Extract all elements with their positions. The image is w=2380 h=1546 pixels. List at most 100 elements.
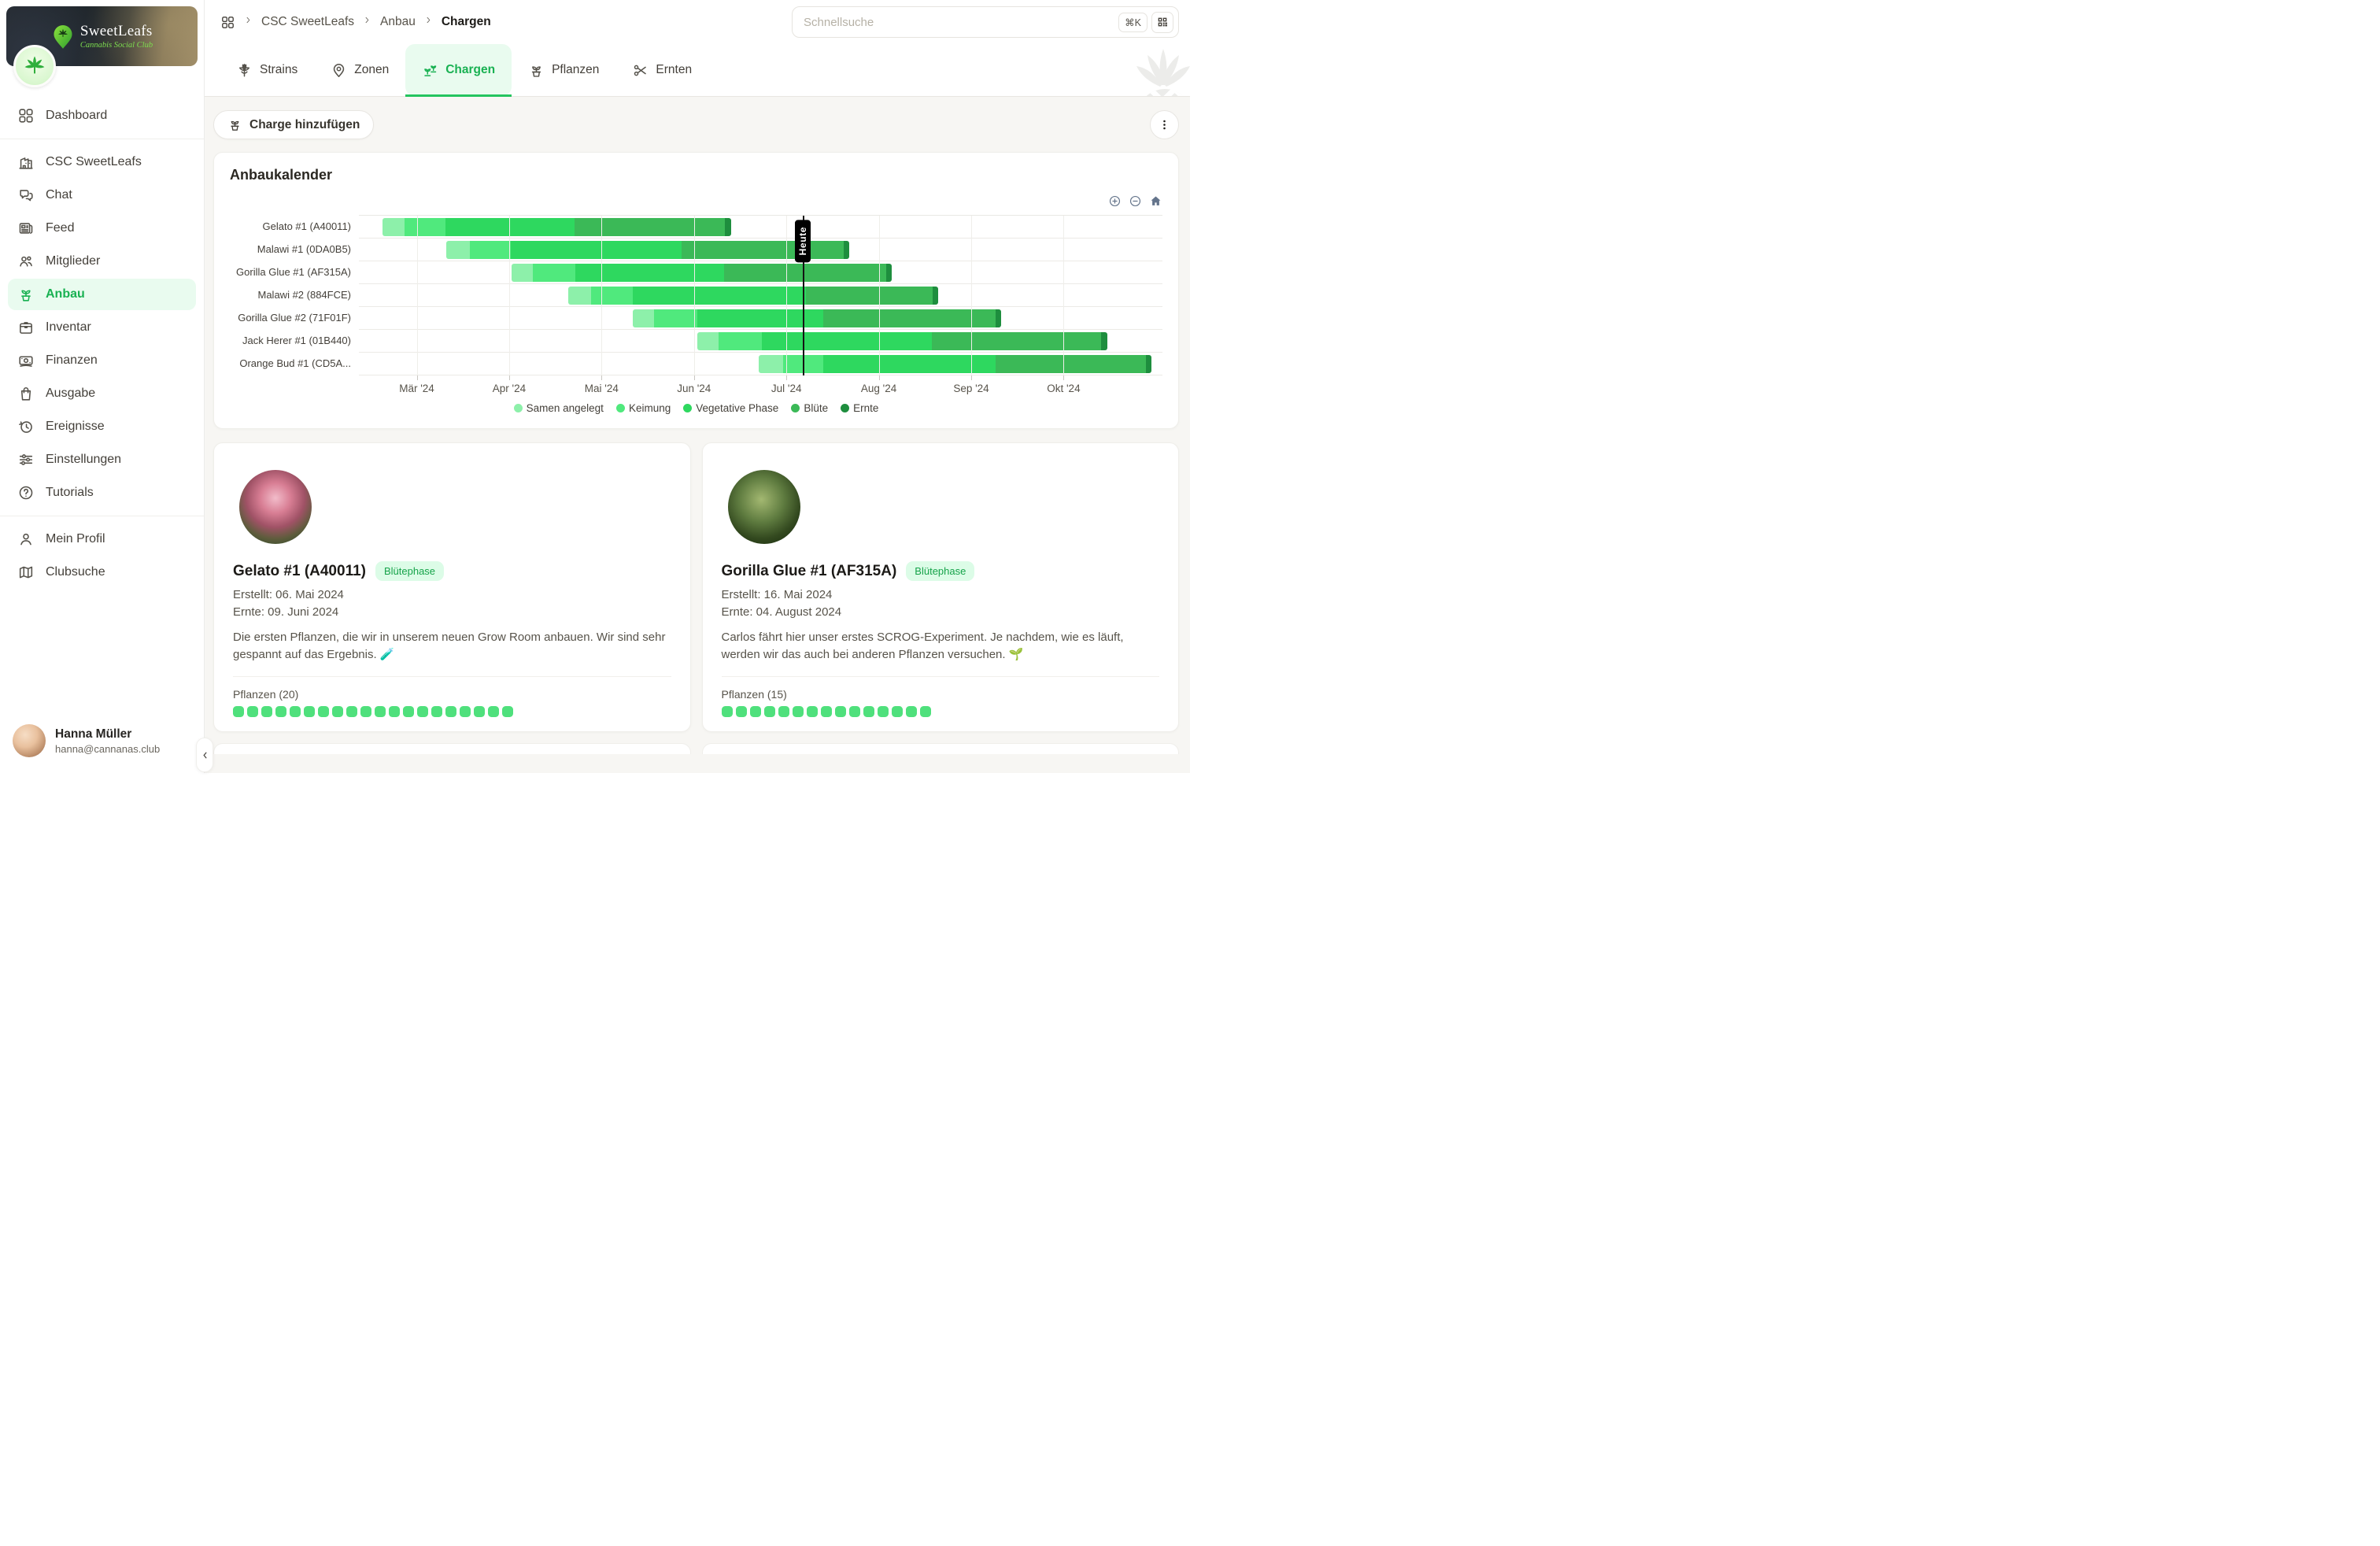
sidebar-item-inventar[interactable]: Inventar	[8, 312, 196, 343]
sidebar-item-anbau[interactable]: Anbau	[8, 279, 196, 310]
sidebar-nav: Dashboard CSC SweetLeafs Chat Feed Mitgliede…	[0, 99, 204, 589]
sidebar-item-ausgabe[interactable]: Ausgabe	[8, 378, 196, 409]
legend-label: Blüte	[804, 402, 829, 414]
gantt-row-label: Gelato #1 (A40011)	[262, 220, 352, 232]
partial-card[interactable]	[701, 743, 1179, 754]
club-avatar[interactable]	[13, 45, 56, 87]
plant-dot	[474, 706, 485, 717]
tab-ernten[interactable]: Ernten	[615, 44, 708, 96]
gantt-axis: Mär '24 Apr '24 Mai '24 Jun '24 Jul '24 Aug '…	[359, 375, 1162, 401]
legend-item-bluete: Blüte	[791, 402, 828, 414]
plant-dot	[848, 706, 860, 717]
plant-dot	[318, 706, 329, 717]
batch-card-gelato-1-a40011[interactable]: Gelato #1 (A40011) Blütephase Erstellt: 06…	[213, 442, 691, 732]
batch-card-gorilla-glue-1-af315a[interactable]: Gorilla Glue #1 (AF315A) Blütephase Erstel…	[701, 442, 1179, 732]
axis-tick	[693, 375, 695, 380]
sidebar-item-mitglieder[interactable]: Mitglieder	[8, 246, 196, 277]
user-profile-row[interactable]: Hanna Müller hanna@cannanas.club	[0, 713, 204, 773]
gantt-segment-samen	[759, 355, 784, 373]
sidebar-item-einstellungen[interactable]: Einstellungen	[8, 444, 196, 475]
legend-label: Samen angelegt	[526, 402, 604, 414]
gantt-bar-malawi-1-0da0b5[interactable]	[446, 241, 849, 259]
gantt-bar-gorilla-glue-1-af315a[interactable]	[511, 264, 892, 282]
anbaukalender-card: Anbaukalender Gelato #1 (A40011) Malawi #…	[213, 152, 1179, 429]
brand-name: SweetLeafs	[79, 23, 153, 39]
building-icon	[19, 157, 33, 169]
gantt-gridline	[508, 216, 510, 375]
zoom-out-button[interactable]	[1129, 194, 1142, 212]
breadcrumb-home-icon[interactable]	[220, 15, 235, 30]
axis-tick-label: Apr '24	[492, 383, 527, 394]
gantt-segment-ernte	[1101, 332, 1107, 350]
chevron-right-icon	[423, 15, 434, 29]
add-charge-button[interactable]: Charge hinzufügen	[213, 110, 375, 139]
legend-label: Ernte	[853, 402, 879, 414]
plant-dot	[431, 706, 442, 717]
gantt-segment-samen	[568, 287, 592, 305]
qr-scan-button[interactable]	[1151, 11, 1173, 33]
breadcrumb-item-csc-sweetleafs[interactable]: CSC SweetLeafs	[261, 15, 355, 28]
user-avatar	[13, 724, 46, 757]
reset-view-button[interactable]	[1149, 194, 1162, 212]
breadcrumb-item-chargen[interactable]: Chargen	[441, 15, 491, 28]
gantt-gridline	[878, 216, 880, 375]
minus-circle-icon	[1129, 195, 1141, 207]
partial-card[interactable]	[213, 743, 691, 754]
gantt-gridline	[416, 216, 418, 375]
tab-chargen[interactable]: Chargen	[405, 44, 512, 97]
tab-strains[interactable]: Strains	[220, 44, 314, 96]
breadcrumb-item-anbau[interactable]: Anbau	[380, 15, 416, 28]
sidebar-item-dashboard[interactable]: Dashboard	[8, 100, 196, 131]
sidebar-item-label: Clubsuche	[46, 565, 105, 579]
gantt-segment-bluete	[823, 309, 996, 327]
plant-dot	[375, 706, 386, 717]
scissors-icon	[634, 65, 647, 76]
axis-tick-label: Sep '24	[953, 383, 989, 394]
gantt-bar-orange-bud-1-cd5a[interactable]	[759, 355, 1151, 373]
plant-dot	[806, 706, 818, 717]
tab-label: Ernten	[656, 63, 693, 76]
legend-label: Keimung	[628, 402, 671, 414]
search-input[interactable]	[804, 15, 1119, 29]
plant-dot	[360, 706, 371, 717]
search-box[interactable]: ⌘K	[792, 6, 1179, 38]
club-banner[interactable]: SweetLeafs Cannabis Social Club	[6, 6, 198, 66]
home-icon	[1151, 196, 1161, 205]
gantt-gridline	[971, 216, 972, 375]
sidebar-item-feed[interactable]: Feed	[8, 213, 196, 244]
sidebar-item-chat[interactable]: Chat	[8, 179, 196, 211]
plant-icon	[531, 65, 541, 77]
gantt-bar-jack-herer-1-01b440[interactable]	[697, 332, 1107, 350]
sidebar-item-mein-profil[interactable]: Mein Profil	[8, 523, 196, 555]
axis-tick-label: Jul '24	[771, 383, 802, 394]
gantt-bar-malawi-2-884fce[interactable]	[568, 287, 939, 305]
plants-count-label: Pflanzen (20)	[233, 688, 299, 701]
pineapple-watermark-icon	[1136, 49, 1190, 97]
legend-dot	[841, 404, 850, 412]
kebab-menu-icon	[1163, 120, 1166, 130]
phase-badge: Blütephase	[375, 561, 445, 581]
tab-zonen[interactable]: Zonen	[314, 44, 405, 96]
sidebar-item-csc-sweetleafs[interactable]: CSC SweetLeafs	[8, 146, 196, 178]
brand-tagline: Cannabis Social Club	[79, 41, 153, 50]
sidebar-item-ereignisse[interactable]: Ereignisse	[8, 411, 196, 442]
gantt-row	[359, 307, 1162, 330]
gantt-bar-gelato-1-a40011[interactable]	[382, 218, 731, 236]
gantt-segment-ernte	[724, 218, 731, 236]
gantt-bar-gorilla-glue-2-71f01f[interactable]	[633, 309, 1001, 327]
gantt-segment-ernte	[843, 241, 849, 259]
sidebar-item-finanzen[interactable]: Finanzen	[8, 345, 196, 376]
zoom-in-button[interactable]	[1108, 194, 1122, 212]
tab-pflanzen[interactable]: Pflanzen	[512, 44, 615, 96]
sidebar-collapse-button[interactable]	[196, 738, 213, 772]
gantt-plot: Heute	[359, 215, 1162, 375]
batch-description: Carlos fährt hier unser erstes SCROG-Exp…	[721, 631, 1124, 661]
sidebar-item-label: Dashboard	[46, 109, 108, 122]
plant-dot	[863, 706, 874, 717]
sidebar-item-clubsuche[interactable]: Clubsuche	[8, 557, 196, 588]
today-tag: Heute	[794, 220, 811, 263]
more-menu-button[interactable]	[1150, 110, 1179, 139]
gantt-segment-keimung	[591, 287, 634, 305]
axis-tick-label: Mär '24	[399, 383, 434, 394]
sidebar-item-tutorials[interactable]: Tutorials	[8, 477, 196, 509]
